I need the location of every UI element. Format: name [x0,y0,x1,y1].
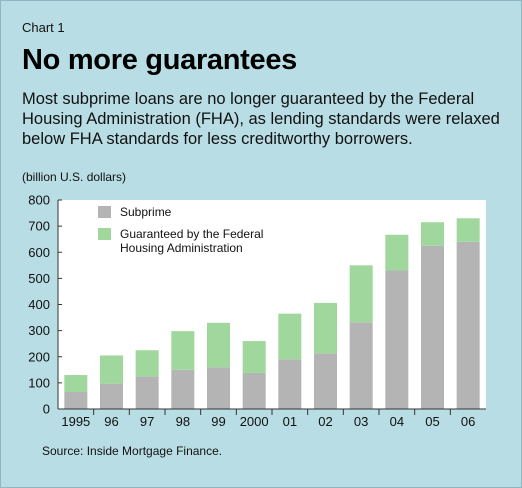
x-tick-label: 06 [461,414,475,429]
bar-subprime [385,270,409,409]
x-tick-label: 99 [211,414,225,429]
bar-fha [421,222,444,246]
y-tick-label: 100 [28,375,50,390]
bar-fha [207,322,230,368]
y-axis-unit: (billion U.S. dollars) [22,170,127,184]
bar-fha [385,234,409,271]
x-tick-label: 1995 [61,414,90,429]
legend-swatch-subprime [98,206,111,218]
bar-fha [171,331,195,370]
x-tick-label: 98 [176,414,190,429]
bar-subprime [456,241,480,409]
bar-subprime [171,369,195,409]
x-tick-label: 97 [140,414,154,429]
bar-fha [242,341,266,373]
bar-subprime [242,372,266,409]
y-tick-label: 500 [28,271,50,286]
source-note: Source: Inside Mortgage Finance. [42,444,223,458]
x-tick-label: 02 [318,414,332,429]
bar-fha [64,375,88,393]
y-tick-label: 600 [28,245,50,260]
x-tick-label: 01 [283,414,297,429]
bar-fha [314,302,337,354]
x-tick-label: 05 [425,414,439,429]
bar-subprime [207,367,230,409]
x-tick-label: 03 [354,414,368,429]
chart-subtitle: Most subprime loans are no longer guaran… [22,90,500,148]
bar-fha [349,265,373,323]
legend-label: Guaranteed by the Federal [120,227,263,241]
legend-swatch-fha [98,228,111,240]
x-tick-label: 96 [104,414,118,429]
x-tick-label: 04 [390,414,404,429]
bar-subprime [64,392,88,409]
bar-subprime [314,353,337,409]
legend-label: Housing Administration [120,241,243,255]
bar-subprime [100,383,123,409]
bar-subprime [135,376,159,409]
bar-fha [135,350,159,377]
bar-subprime [278,359,302,409]
bar-subprime [349,322,373,409]
bar-subprime [421,245,444,409]
y-tick-label: 300 [28,323,50,338]
chart-kicker: Chart 1 [22,20,65,35]
plot-area [58,200,486,409]
y-tick-label: 700 [28,219,50,234]
y-tick-label: 800 [28,193,50,208]
legend-label: Subprime [120,205,172,219]
bar-fha [100,355,123,384]
bar-fha [278,313,302,360]
y-tick-label: 0 [43,402,50,417]
y-tick-label: 400 [28,297,50,312]
bar-fha [456,218,480,242]
y-tick-label: 200 [28,349,50,364]
x-tick-label: 2000 [240,414,269,429]
chart-title: No more guarantees [22,44,298,76]
